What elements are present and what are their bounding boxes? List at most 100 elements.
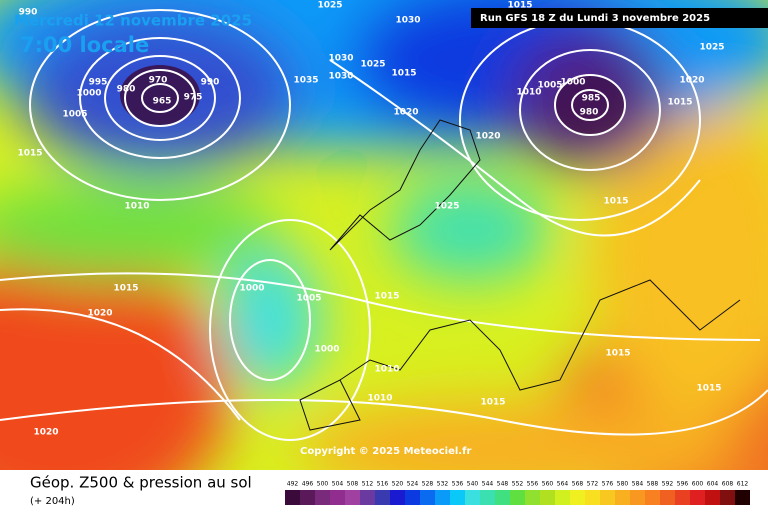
legend-swatch <box>735 490 750 505</box>
valid-date: Mercredi 12 novembre 2025 <box>14 12 252 30</box>
isobar-label: 1015 <box>113 284 138 294</box>
legend-swatch <box>390 490 405 505</box>
isobar-label: 1005 <box>296 294 321 304</box>
legend-label: 604 <box>707 481 719 488</box>
legend-label: 560 <box>542 481 554 488</box>
isobar-label: 965 <box>153 97 172 107</box>
isobar-label: 1015 <box>374 292 399 302</box>
isobar-label: 1030 <box>328 72 353 82</box>
legend-swatch <box>570 490 585 505</box>
isobar-label: 1015 <box>17 149 42 159</box>
legend-label: 568 <box>572 481 584 488</box>
legend-swatch <box>585 490 600 505</box>
legend-label: 544 <box>482 481 494 488</box>
isobar-label: 1020 <box>475 132 500 142</box>
isobar-label: 1030 <box>328 54 353 64</box>
legend-label: 596 <box>677 481 689 488</box>
isobar-label: 1015 <box>605 349 630 359</box>
legend-label: 564 <box>557 481 569 488</box>
legend-swatch <box>660 490 675 505</box>
isobar-label: 1000 <box>560 78 585 88</box>
legend-swatch <box>360 490 375 505</box>
legend-label: 580 <box>617 481 629 488</box>
isobar-label: 975 <box>184 93 203 103</box>
legend-swatch <box>375 490 390 505</box>
legend-swatch <box>690 490 705 505</box>
legend-label: 612 <box>737 481 749 488</box>
run-info: Run GFS 18 Z du Lundi 3 novembre 2025 <box>480 13 710 24</box>
legend: 492 496 500 504 508 512 516 520 524 528 532 536 540 5… <box>285 481 750 505</box>
isobar-label: 1015 <box>391 69 416 79</box>
legend-label: 576 <box>602 481 614 488</box>
isobar-label: 985 <box>582 94 601 104</box>
footer-lead: (+ 204h) <box>30 496 75 507</box>
isobar-label: 1010 <box>124 202 149 212</box>
isobar-label: 1025 <box>699 43 724 53</box>
legend-swatch <box>480 490 495 505</box>
isobar-label: 1000 <box>76 89 101 99</box>
legend-swatch <box>630 490 645 505</box>
legend-swatch <box>345 490 360 505</box>
isobar-label: 995 <box>89 78 108 88</box>
legend-label: 496 <box>302 481 314 488</box>
footer-title: Géop. Z500 & pression au sol <box>30 474 252 492</box>
legend-label: 584 <box>632 481 644 488</box>
legend-label: 504 <box>332 481 344 488</box>
isobar-label: 980 <box>117 85 136 95</box>
legend-label: 536 <box>452 481 464 488</box>
legend-label: 516 <box>377 481 389 488</box>
isobar-label: 1010 <box>367 394 392 404</box>
legend-swatch <box>285 490 300 505</box>
run-banner <box>471 8 768 28</box>
isobar-label: 1020 <box>33 428 58 438</box>
legend-label: 608 <box>722 481 734 488</box>
legend-swatch <box>675 490 690 505</box>
legend-swatch <box>720 490 735 505</box>
isobar-label: 1020 <box>87 309 112 319</box>
isobar-label: 1010 <box>374 365 399 375</box>
isobar-label: 1030 <box>395 16 420 26</box>
legend-label: 540 <box>467 481 479 488</box>
legend-label: 548 <box>497 481 509 488</box>
legend-swatch <box>525 490 540 505</box>
isobar-label: 1020 <box>393 108 418 118</box>
isobar-label: 1015 <box>667 98 692 108</box>
isobar-label: 990 <box>201 78 220 88</box>
isobar-label: 1015 <box>480 398 505 408</box>
legend-label: 492 <box>287 481 299 488</box>
legend-label: 588 <box>647 481 659 488</box>
isobar-label: 1025 <box>360 60 385 70</box>
legend-swatch <box>705 490 720 505</box>
legend-label: 524 <box>407 481 419 488</box>
legend-swatch <box>420 490 435 505</box>
legend-swatch <box>510 490 525 505</box>
copyright: Copyright © 2025 Meteociel.fr <box>300 446 471 457</box>
legend-swatch <box>540 490 555 505</box>
legend-label: 532 <box>437 481 449 488</box>
isobar-label: 970 <box>149 76 168 86</box>
legend-swatch <box>330 490 345 505</box>
legend-swatch <box>645 490 660 505</box>
legend-swatch <box>435 490 450 505</box>
isobar-label: 980 <box>580 108 599 118</box>
isobar-label: 1035 <box>293 76 318 86</box>
isobar-labels: 990 1025 1030 1015 1025 995 970 990 1000 980 975 96… <box>17 1 724 438</box>
legend-swatch <box>465 490 480 505</box>
legend-label: 520 <box>392 481 404 488</box>
valid-time: 7:00 locale <box>20 33 149 57</box>
legend-label: 508 <box>347 481 359 488</box>
isobar-label: 990 <box>19 8 38 18</box>
legend-label: 512 <box>362 481 374 488</box>
isobar-label: 1015 <box>603 197 628 207</box>
legend-label: 528 <box>422 481 434 488</box>
isobar-label: 1000 <box>239 284 264 294</box>
legend-swatch <box>615 490 630 505</box>
legend-label: 556 <box>527 481 539 488</box>
isobar-label: 1005 <box>537 81 562 91</box>
legend-swatch <box>495 490 510 505</box>
isobar-label: 1015 <box>507 1 532 11</box>
legend-swatch <box>555 490 570 505</box>
isobar-label: 1015 <box>696 384 721 394</box>
